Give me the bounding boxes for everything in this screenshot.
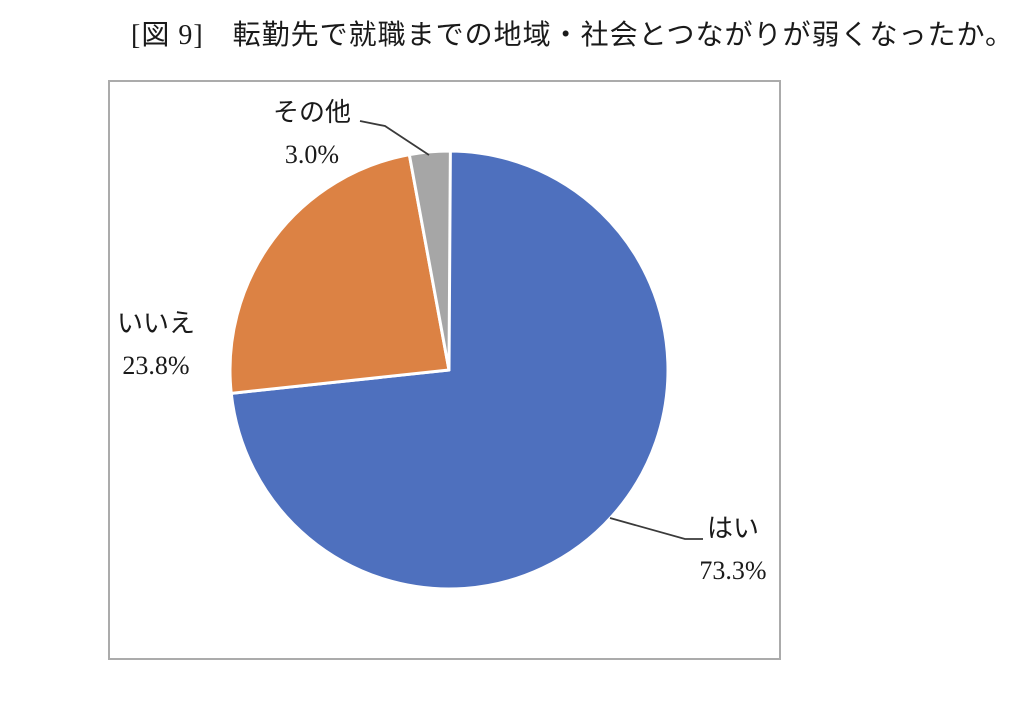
callout-sonota-value: 3.0%: [284, 140, 340, 169]
pie-slices: [228, 149, 670, 591]
callout-iie-label: いいえ: [116, 309, 195, 338]
callout-hai-label: はい: [706, 514, 759, 543]
leader-line-hai: [609, 517, 703, 540]
figure-title: [図 9] 転勤先で就職までの地域・社会とつながりが弱くなったか。: [131, 20, 1014, 51]
callout-iie-value: 23.8%: [122, 351, 190, 380]
callout-hai-value: 73.3%: [699, 556, 767, 585]
leader-line-sonota: [359, 120, 430, 156]
chart-plot-area: [108, 80, 781, 660]
pie-chart-svg: [228, 120, 703, 591]
callout-sonota: その他 3.0%: [257, 92, 367, 176]
callout-sonota-label: その他: [272, 98, 351, 127]
callout-hai: はい 73.3%: [678, 508, 788, 592]
pie-slice-1: [228, 153, 451, 395]
callout-iie: いいえ 23.8%: [101, 303, 211, 387]
pie-slice-2: [407, 149, 452, 372]
